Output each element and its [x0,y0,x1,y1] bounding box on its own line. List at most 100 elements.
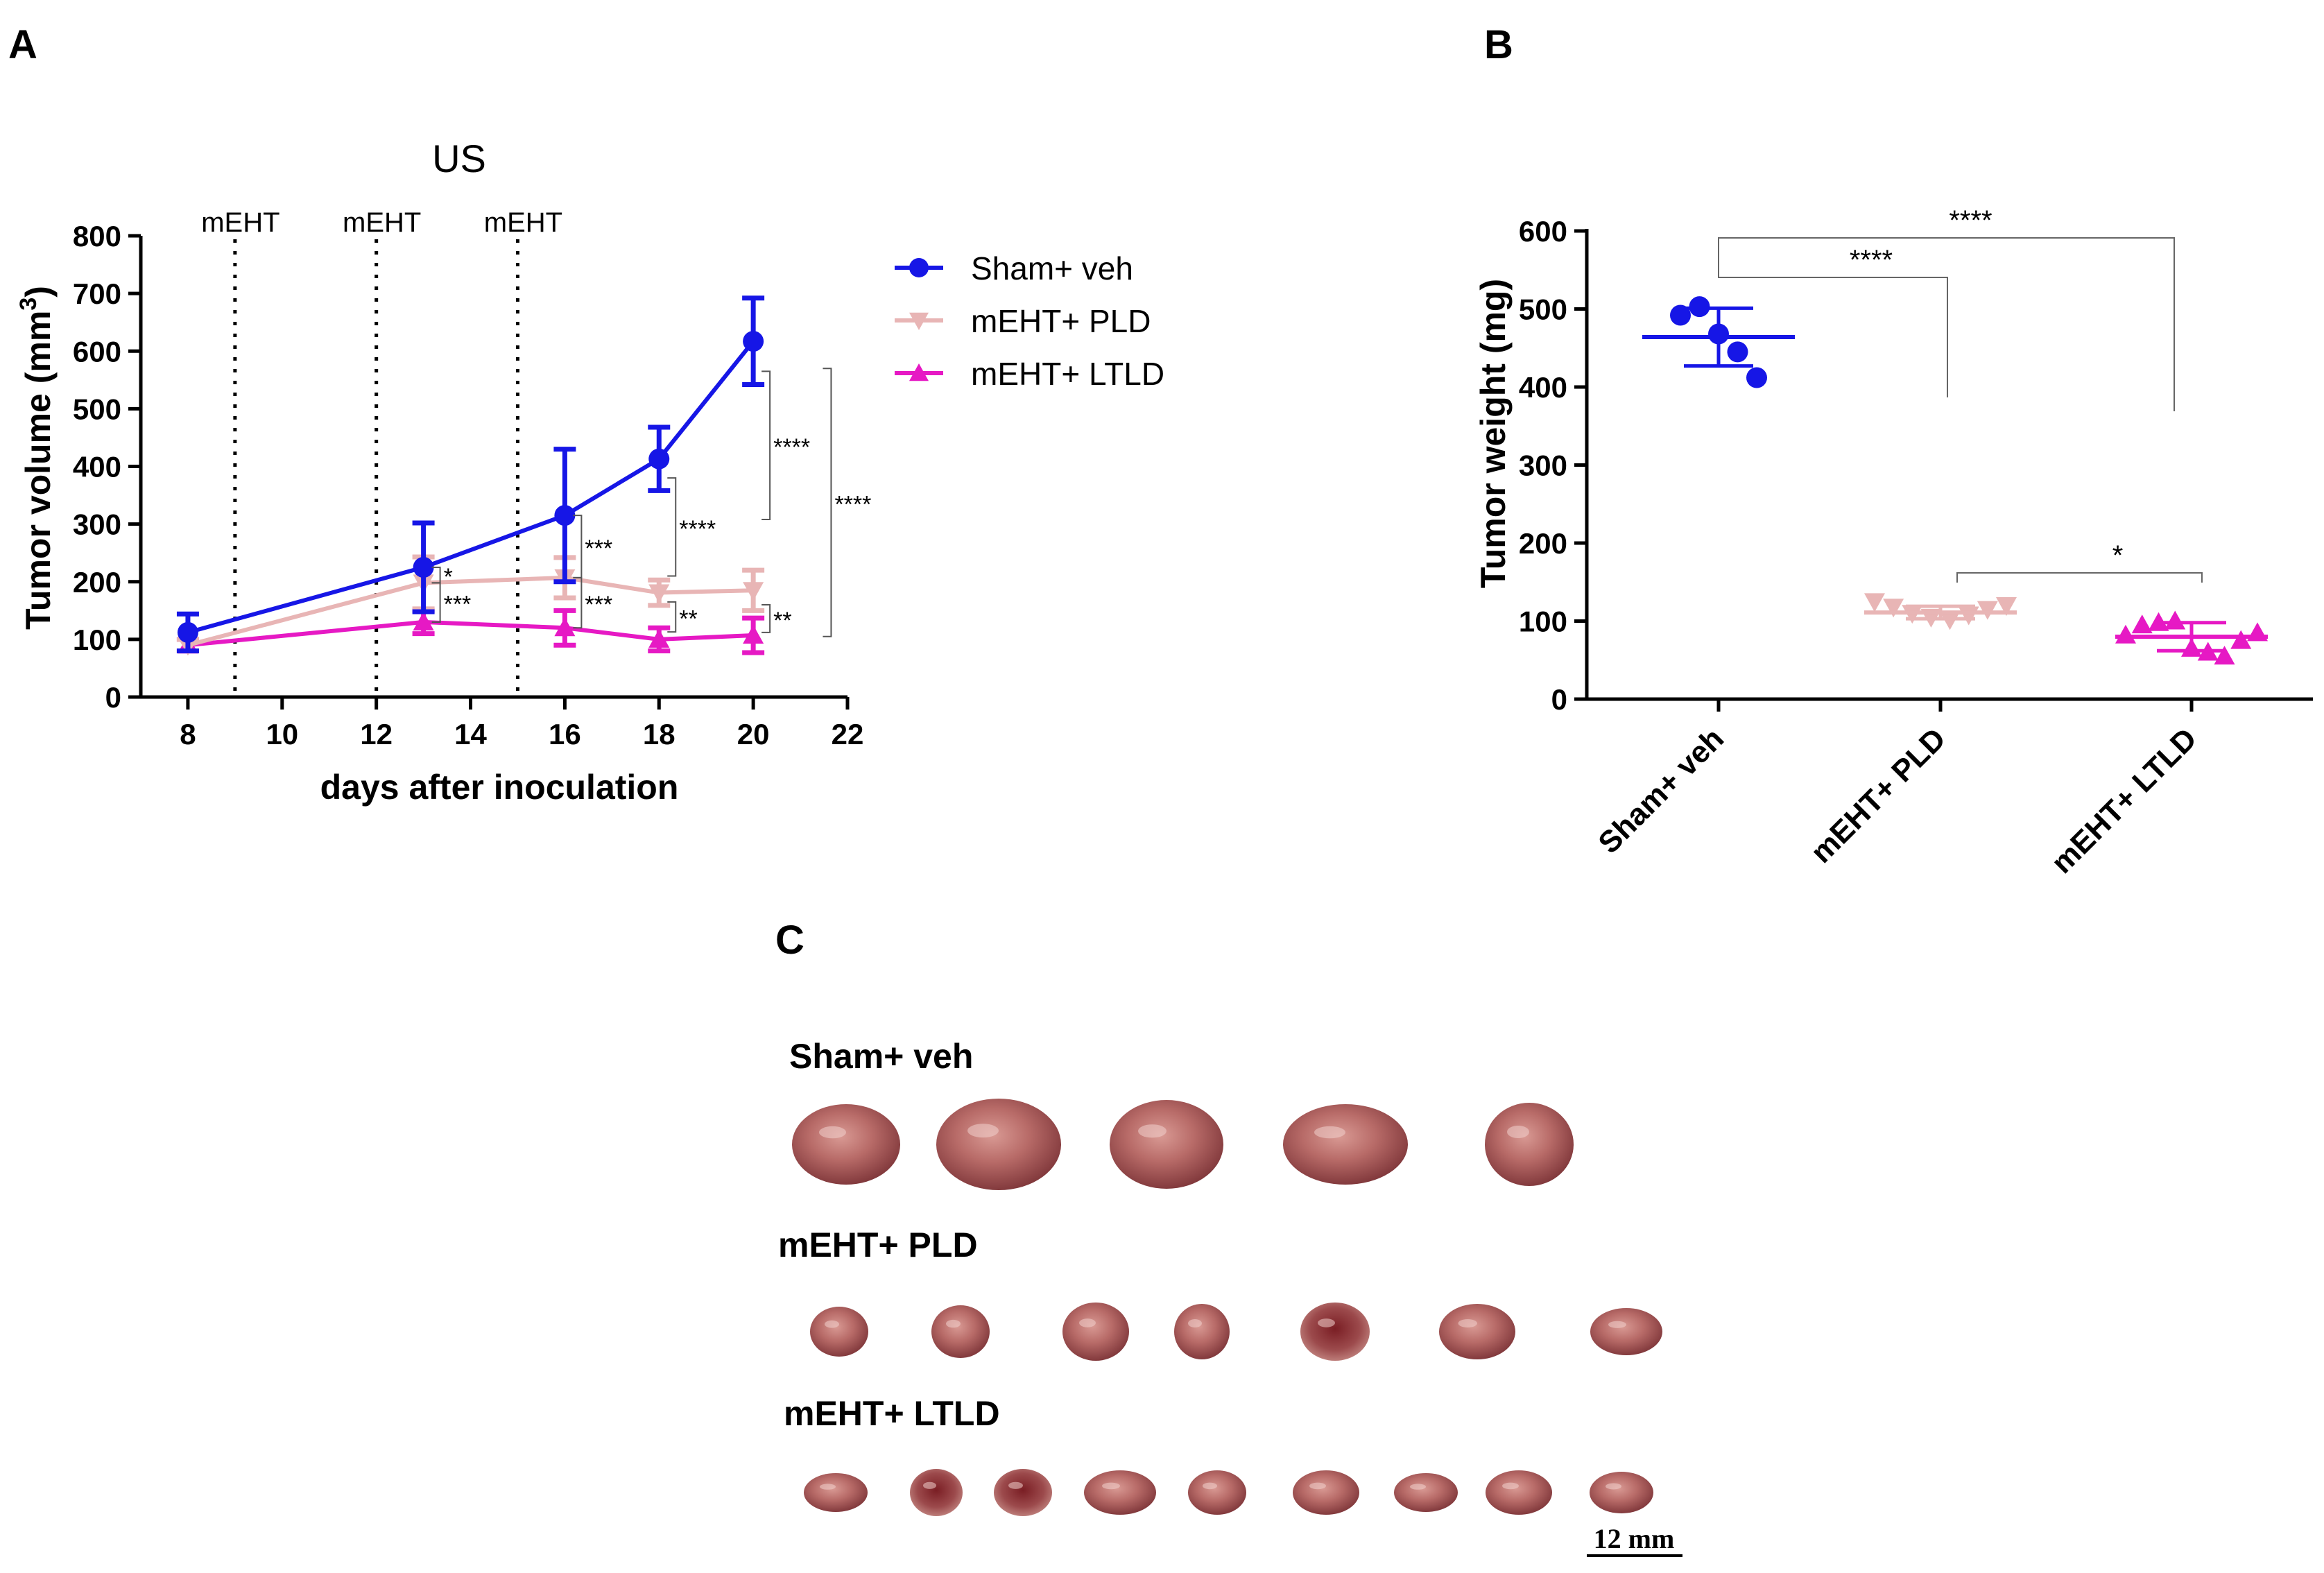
treatment-marker-label: mEHT [343,207,421,238]
comparison-label: **** [1850,245,1893,275]
tumor-specimen [1590,1472,1653,1513]
x-tick-label: 20 [737,718,770,750]
tumor-specimen [910,1469,963,1516]
tumor-specimen [1293,1470,1359,1515]
x-tick-label: 14 [454,718,487,750]
chart-a-y-label-end: ) [19,286,58,298]
treatment-marker-label: mEHT [201,207,279,238]
tumor-highlight [1079,1318,1096,1327]
x-tick-label: 16 [549,718,581,750]
chart-a-title: US [432,137,486,180]
y-tick-label: 600 [73,335,121,368]
chart-a-y-label: Tumor volume (mm3) [15,286,58,630]
x-tick-label: 10 [266,718,298,750]
photo-row-label-pld: mEHT+ PLD [778,1226,978,1264]
tumor-highlight [1608,1321,1626,1328]
photo-row-label-ltld: mEHT+ LTLD [784,1394,1000,1433]
category-label: mEHT+ PLD [1804,721,1952,870]
comparison-bracket [1956,572,2203,583]
y-tick-label: 300 [1519,449,1567,482]
tumor-specimen [1283,1104,1408,1185]
tumor-specimen [1486,1470,1552,1515]
tumor-specimen [1110,1100,1223,1189]
tumor-highlight [946,1319,961,1328]
tumor-specimen [1062,1303,1129,1361]
tumor-specimen [1590,1308,1662,1355]
y-tick-label: 400 [73,451,121,483]
chart-b-y-label: Tumor weight (mg) [1474,279,1513,588]
data-point [1883,599,1904,618]
y-tick-label: 500 [73,393,121,425]
legend-label: Sham+ veh [971,250,1133,286]
legend-label: mEHT+ LTLD [971,356,1164,392]
significance-bracket [573,576,583,629]
significance-bracket [431,582,441,623]
data-point [413,556,434,578]
chart-a-y-ticks: 0 100 200 300 400 500 600 700 800 [73,220,141,714]
y-tick-label: 0 [1551,683,1567,716]
tumor-highlight [1458,1319,1477,1327]
tumor-highlight [1410,1484,1426,1490]
tumor-specimen [936,1099,1061,1190]
significance-label: *** [585,592,612,618]
tumor-specimen [1394,1473,1458,1512]
y-tick-label: 100 [73,624,121,656]
x-tick-label: 18 [643,718,675,750]
tumor-highlight [1138,1124,1167,1138]
chart-b-y-ticks: 0 100 200 300 400 500 600 [1519,215,1587,716]
data-point [648,448,670,470]
treatment-markers: mEHT mEHT mEHT [201,207,562,697]
series-sham-veh [176,295,765,653]
tumor-highlight [825,1320,839,1328]
significance-bracket [823,368,832,637]
tumor-specimen [1300,1303,1370,1361]
data-point [1727,341,1748,363]
tumor-highlight [820,1484,836,1490]
significance-bracket [573,515,583,578]
data-point [2115,624,2136,644]
data-point [743,582,764,601]
chart-a-y-label-sup: 3 [15,298,42,311]
significance-label: * [444,564,453,590]
x-tick-label: 22 [832,718,864,750]
tumor-specimen [994,1469,1052,1516]
group-meht-pld [1864,593,2017,630]
data-point [743,331,764,352]
data-point [1864,593,1885,612]
data-point [413,611,434,630]
tumor-weight-chart: 0 100 200 300 400 500 600 Sham+ veh mEHT+ PLD mE… [1474,205,2313,880]
significance-label: *** [585,535,612,562]
tumor-specimen [804,1473,868,1512]
y-tick-label: 0 [105,681,121,714]
legend-item: mEHT+ LTLD [895,356,1164,392]
significance-bracket [761,604,771,633]
data-point [554,505,576,526]
y-tick-label: 200 [1519,527,1567,560]
significance-label: **** [679,516,716,542]
legend-item: Sham+ veh [895,250,1133,286]
tumor-highlight [1507,1126,1529,1138]
y-tick-label: 200 [73,566,121,599]
significance-label: ** [773,608,791,634]
group-sham-veh [1642,296,1795,388]
data-point [648,584,670,603]
data-point [1996,597,2017,616]
significance-label: **** [834,491,871,517]
tumor-highlight [1606,1483,1621,1490]
legend-marker [909,258,929,277]
data-point [1958,606,1979,626]
y-tick-label: 100 [1519,605,1567,638]
chart-b-categories: Sham+ veh mEHT+ PLD mEHT+ LTLD [1592,699,2203,880]
tumor-highlight [967,1124,999,1138]
significance-label: ** [679,605,697,632]
significance-label: *** [444,592,472,618]
chart-a-y-label-main: Tumor volume (mm [19,311,58,630]
chart-a-x-label: days after inoculation [320,768,679,807]
data-point [1670,304,1691,326]
comparison-bracket [1718,248,1948,397]
tumor-highlight [1102,1482,1120,1490]
tumor-specimen [1174,1304,1230,1359]
significance-bracket [761,370,771,520]
data-point [648,628,670,648]
